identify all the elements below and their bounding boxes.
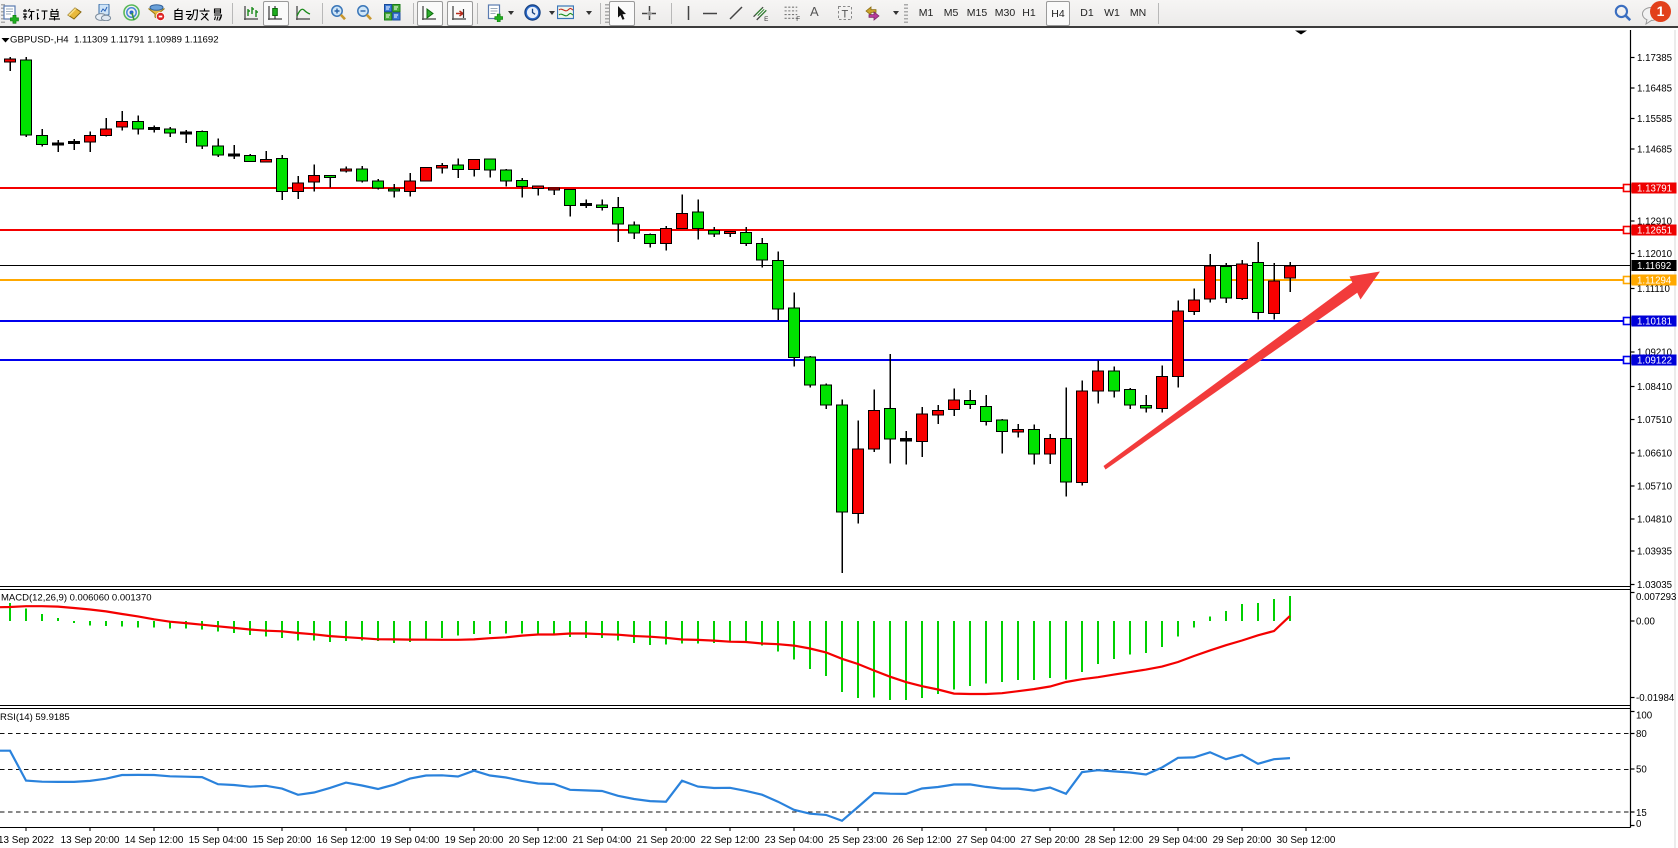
svg-text:23 Sep 04:00: 23 Sep 04:00 [765,835,824,846]
svg-text:1.14685: 1.14685 [1637,144,1672,155]
svg-text:1.16485: 1.16485 [1637,83,1672,94]
svg-text:19 Sep 20:00: 19 Sep 20:00 [445,835,504,846]
svg-text:27 Sep 04:00: 27 Sep 04:00 [957,835,1016,846]
svg-text:15: 15 [1636,808,1647,819]
svg-text:50: 50 [1636,764,1647,775]
svg-text:22 Sep 12:00: 22 Sep 12:00 [701,835,760,846]
svg-text:1.15585: 1.15585 [1637,114,1672,125]
svg-text:19 Sep 04:00: 19 Sep 04:00 [381,835,440,846]
svg-text:15 Sep 04:00: 15 Sep 04:00 [189,835,248,846]
svg-text:29 Sep 20:00: 29 Sep 20:00 [1213,835,1272,846]
svg-text:26 Sep 12:00: 26 Sep 12:00 [893,835,952,846]
svg-text:1.04810: 1.04810 [1637,514,1673,525]
svg-text:1.07510: 1.07510 [1637,415,1673,426]
svg-text:28 Sep 12:00: 28 Sep 12:00 [1085,835,1144,846]
svg-text:1.12651: 1.12651 [1637,226,1672,237]
svg-text:16 Sep 12:00: 16 Sep 12:00 [317,835,376,846]
svg-text:15 Sep 20:00: 15 Sep 20:00 [253,835,312,846]
svg-text:1.03935: 1.03935 [1637,546,1672,557]
svg-text:21 Sep 20:00: 21 Sep 20:00 [637,835,696,846]
svg-text:1.17385: 1.17385 [1637,53,1672,64]
svg-text:1.11692: 1.11692 [1637,261,1671,272]
svg-text:29 Sep 04:00: 29 Sep 04:00 [1149,835,1208,846]
svg-text:1.13791: 1.13791 [1637,184,1672,195]
svg-text:20 Sep 12:00: 20 Sep 12:00 [509,835,568,846]
svg-text:13 Sep 20:00: 13 Sep 20:00 [61,835,120,846]
svg-text:1.10181: 1.10181 [1637,317,1672,328]
svg-text:1.11294: 1.11294 [1637,276,1672,287]
svg-text:F: F [796,16,800,22]
svg-text:0.007293: 0.007293 [1636,592,1676,603]
svg-text:1.06610: 1.06610 [1637,448,1673,459]
svg-text:25 Sep 23:00: 25 Sep 23:00 [829,835,888,846]
svg-text:T: T [842,9,849,21]
svg-text:0.00: 0.00 [1636,616,1655,627]
svg-text:1.03035: 1.03035 [1637,580,1672,591]
svg-text:27 Sep 20:00: 27 Sep 20:00 [1021,835,1080,846]
svg-text:1.09210: 1.09210 [1637,347,1673,358]
svg-text:MACD(12,26,9) 0.006060 0.00137: MACD(12,26,9) 0.006060 0.001370 [1,593,152,604]
svg-text:0: 0 [1636,819,1642,830]
svg-text:RSI(14) 59.9185: RSI(14) 59.9185 [0,712,70,723]
svg-text:1.12010: 1.12010 [1637,249,1673,260]
svg-text:1.08410: 1.08410 [1637,382,1673,393]
svg-text:1.11110: 1.11110 [1637,284,1670,295]
svg-text:21 Sep 04:00: 21 Sep 04:00 [573,835,632,846]
svg-text:13 Sep 2022: 13 Sep 2022 [0,835,54,846]
svg-text:1.12910: 1.12910 [1637,216,1673,227]
svg-text:1.09122: 1.09122 [1637,356,1672,367]
svg-text:100: 100 [1636,710,1653,721]
svg-text:GBPUSD-,H4 1.11309 1.11791 1.: GBPUSD-,H4 1.11309 1.11791 1.10989 1.116… [10,35,219,46]
svg-text:E: E [764,16,768,22]
svg-text:-0.01984: -0.01984 [1636,693,1675,704]
svg-text:14 Sep 12:00: 14 Sep 12:00 [125,835,184,846]
svg-text:80: 80 [1636,729,1647,740]
svg-text:30 Sep 12:00: 30 Sep 12:00 [1277,835,1336,846]
svg-text:1.05710: 1.05710 [1637,481,1673,492]
